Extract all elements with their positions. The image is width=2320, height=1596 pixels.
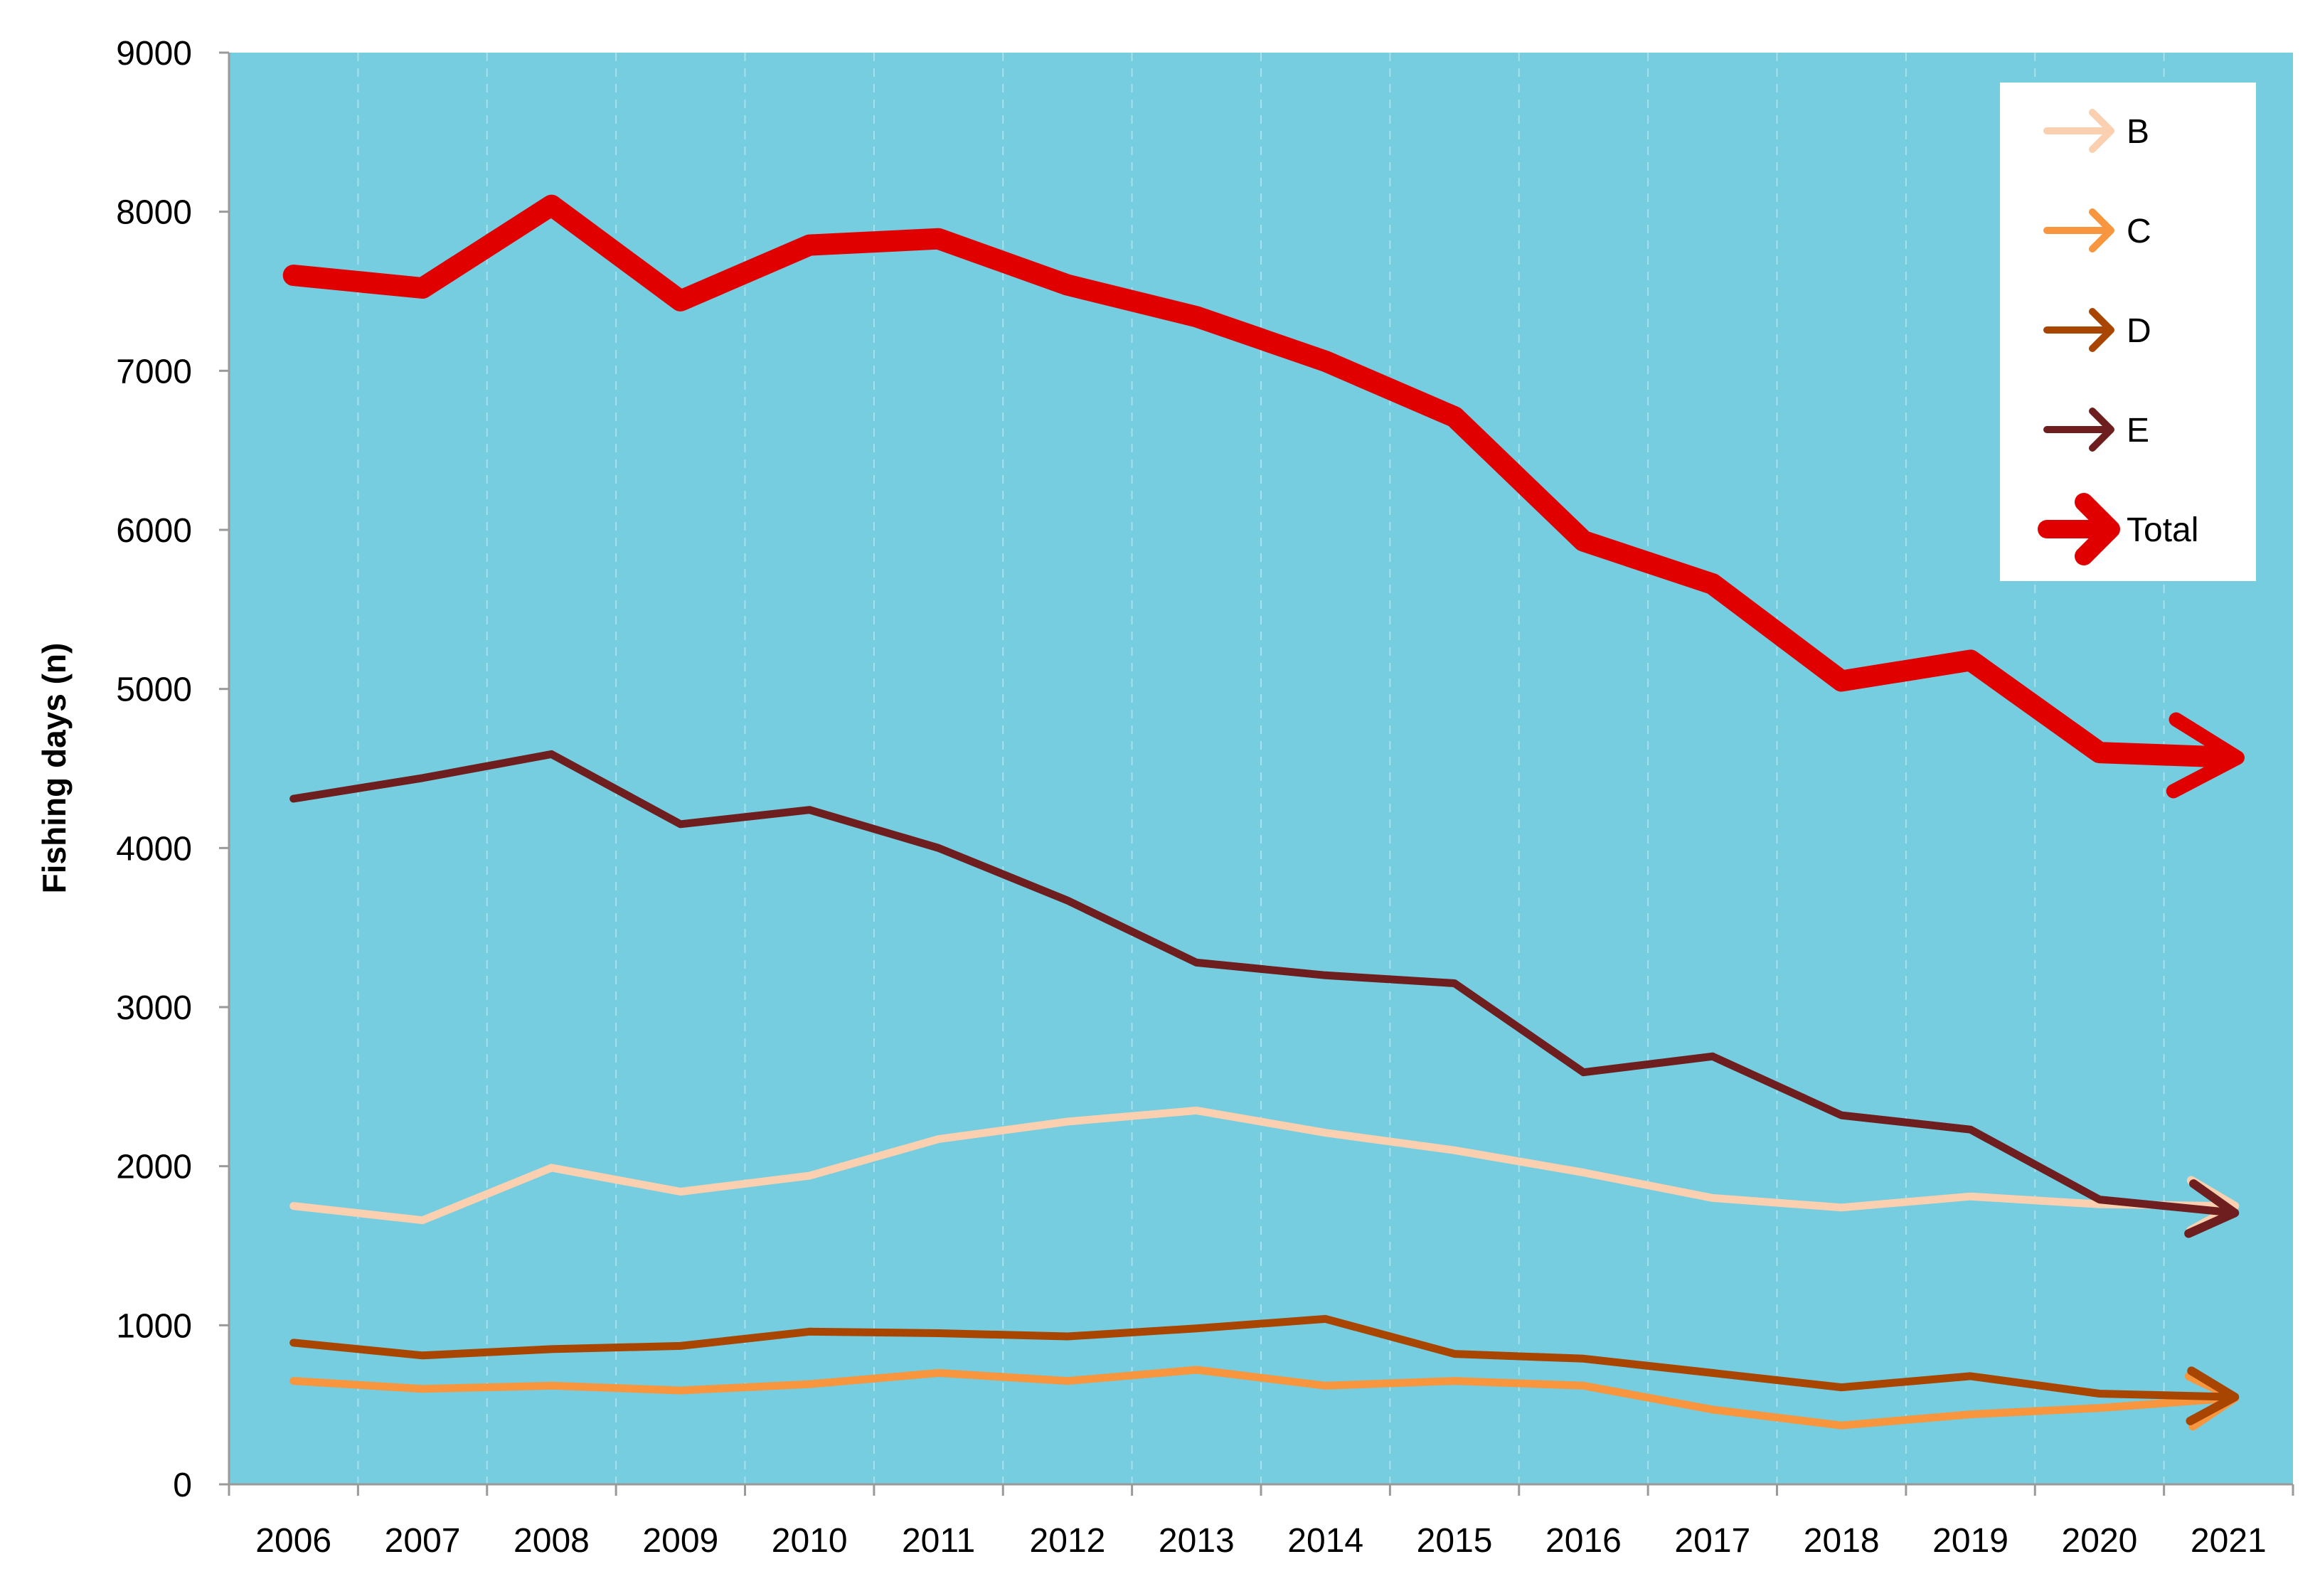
y-tick-labels: 0 1000 2000 3000 4000 5000 6000 7000 8000 9000 bbox=[116, 35, 192, 1504]
legend-item-total: Total bbox=[2038, 493, 2198, 565]
y-tick-label: 4000 bbox=[116, 830, 192, 868]
legend-swatch-arrowhead bbox=[2089, 308, 2114, 352]
legend-item-c: C bbox=[2043, 208, 2151, 252]
y-tick-label: 3000 bbox=[116, 989, 192, 1027]
x-tick-label: 2006 bbox=[255, 1522, 331, 1560]
x-tick-label: 2018 bbox=[1804, 1522, 1880, 1560]
legend-item-b: B bbox=[2043, 109, 2149, 153]
x-tick-label: 2017 bbox=[1674, 1522, 1750, 1560]
legend-label: D bbox=[2127, 312, 2151, 350]
x-tick-label: 2014 bbox=[1287, 1522, 1363, 1560]
series-line-e bbox=[289, 750, 2240, 1238]
legend: B C D E Total bbox=[2000, 83, 2256, 581]
legend-label: Total bbox=[2127, 511, 2198, 549]
x-tick-label: 2016 bbox=[1545, 1522, 1622, 1560]
legend-swatch-arrowhead bbox=[2075, 493, 2120, 565]
legend-label: C bbox=[2127, 213, 2151, 250]
legend-box bbox=[2000, 83, 2256, 581]
y-tick-label: 7000 bbox=[116, 353, 192, 390]
x-tick-labels: 2006 2007 2008 2009 2010 2011 2012 2013 2014 2015… bbox=[255, 1522, 2266, 1560]
x-tick-label: 2021 bbox=[2191, 1522, 2267, 1560]
legend-item-e: E bbox=[2043, 408, 2149, 452]
y-tick-label: 6000 bbox=[116, 512, 192, 550]
legend-item-d: D bbox=[2043, 308, 2151, 352]
legend-label: E bbox=[2127, 412, 2149, 449]
x-tick-label: 2008 bbox=[514, 1522, 590, 1560]
y-tick-label: 5000 bbox=[116, 671, 192, 709]
y-tick-label: 0 bbox=[173, 1467, 192, 1504]
legend-swatch-arrowhead bbox=[2089, 109, 2114, 153]
x-tick-label: 2019 bbox=[1932, 1522, 2008, 1560]
legend-swatch-arrowhead bbox=[2089, 408, 2114, 452]
series-line-c bbox=[289, 1366, 2240, 1431]
x-tick-label: 2013 bbox=[1159, 1522, 1235, 1560]
plot-background bbox=[229, 53, 2293, 1484]
x-tick-label: 2009 bbox=[642, 1522, 718, 1560]
legend-swatch-arrowhead bbox=[2089, 208, 2114, 252]
y-tick-label: 1000 bbox=[116, 1307, 192, 1345]
series-line-b bbox=[289, 1106, 2240, 1235]
x-tick-label: 2020 bbox=[2062, 1522, 2138, 1560]
series-line-total bbox=[282, 194, 2245, 799]
x-tick-label: 2012 bbox=[1030, 1522, 1106, 1560]
x-tick-label: 2011 bbox=[902, 1522, 975, 1560]
y-tick-label: 9000 bbox=[116, 35, 192, 73]
x-tick-label: 2010 bbox=[772, 1522, 848, 1560]
series-line-d bbox=[289, 1314, 2240, 1426]
series-layer bbox=[282, 194, 2245, 1431]
legend-label: B bbox=[2127, 113, 2149, 151]
x-tick-label: 2015 bbox=[1417, 1522, 1493, 1560]
gridlines bbox=[357, 53, 2165, 1484]
x-tick-label: 2007 bbox=[385, 1522, 461, 1560]
y-axis-title: Fishing days (n) bbox=[36, 643, 73, 894]
y-tick-label: 2000 bbox=[116, 1149, 192, 1186]
axes bbox=[219, 51, 2294, 1496]
y-tick-label: 8000 bbox=[116, 194, 192, 232]
